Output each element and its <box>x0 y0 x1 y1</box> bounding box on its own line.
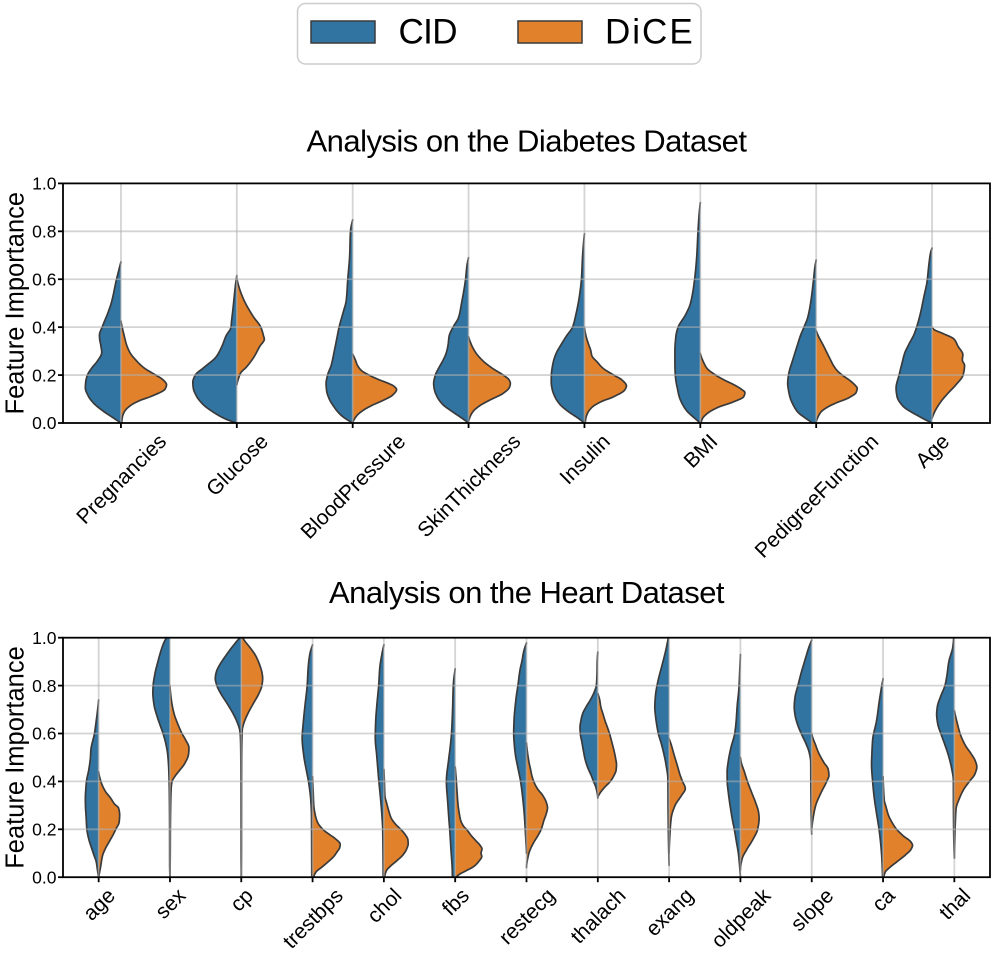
svg-text:1.0: 1.0 <box>32 174 57 194</box>
svg-text:0.8: 0.8 <box>32 676 56 696</box>
svg-text:0.6: 0.6 <box>32 724 56 744</box>
svg-text:Analysis on the Heart Dataset: Analysis on the Heart Dataset <box>329 575 725 610</box>
svg-text:Feature Importance: Feature Importance <box>2 646 30 869</box>
svg-text:0.2: 0.2 <box>32 820 56 840</box>
svg-text:1.0: 1.0 <box>32 628 57 648</box>
svg-text:DiCE: DiCE <box>605 13 695 52</box>
svg-text:Analysis on the Diabetes Datas: Analysis on the Diabetes Dataset <box>306 123 747 158</box>
svg-text:0.4: 0.4 <box>32 772 57 792</box>
svg-text:Feature Importance: Feature Importance <box>2 192 30 415</box>
svg-text:0.4: 0.4 <box>32 317 57 337</box>
svg-text:0.0: 0.0 <box>32 867 57 887</box>
svg-text:CID: CID <box>399 13 457 52</box>
svg-text:0.6: 0.6 <box>32 269 56 289</box>
svg-text:0.8: 0.8 <box>32 222 56 242</box>
svg-text:0.2: 0.2 <box>32 365 56 385</box>
svg-text:0.0: 0.0 <box>32 413 57 433</box>
